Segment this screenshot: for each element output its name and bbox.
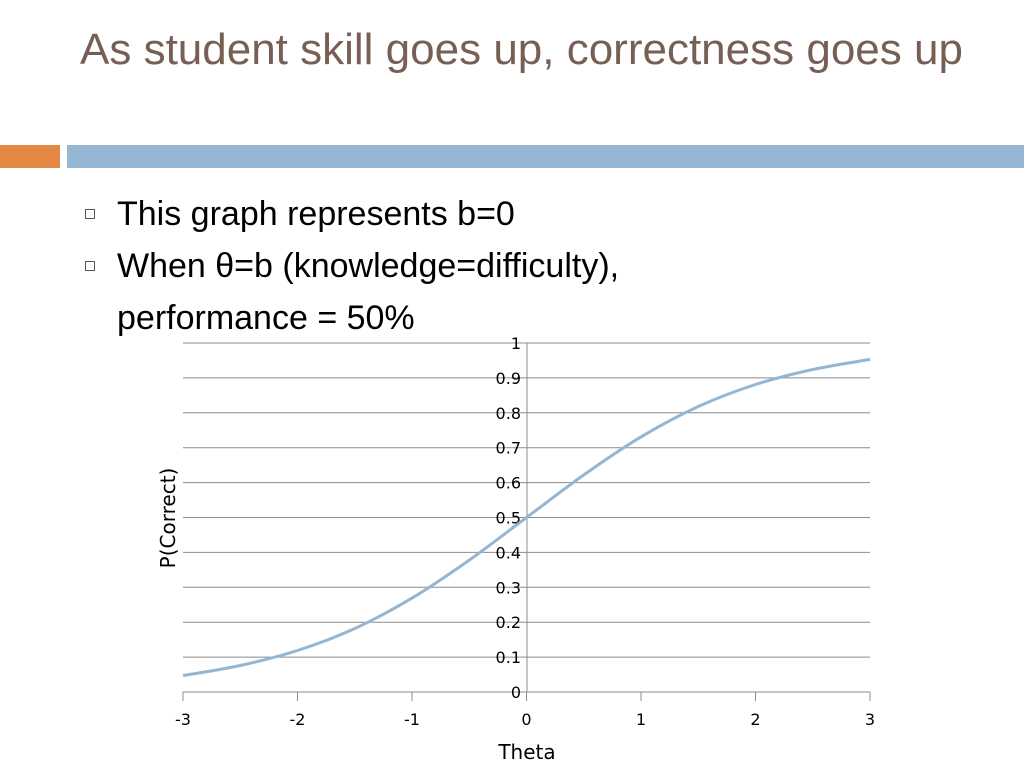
accent-bar-blue	[67, 145, 1024, 168]
x-tick-labels: -3 -2 -1 0 1 2 3	[175, 710, 875, 729]
bullet-list: This graph represents b=0 When θ=b (know…	[80, 188, 780, 344]
bullet-square-icon	[85, 261, 95, 271]
y-tick-label-8: 0.8	[496, 404, 521, 423]
x-tick-label-2: -1	[404, 710, 420, 729]
y-tick-label-2: 0.2	[496, 613, 521, 632]
x-tick-label-3: 0	[521, 710, 531, 729]
bullet-square-icon	[85, 209, 95, 219]
bullet-text: When θ=b (knowledge=difficulty), perform…	[117, 247, 620, 337]
y-axis-label: P(Correct)	[156, 468, 180, 569]
slide-title: As student skill goes up, correctness go…	[80, 25, 963, 74]
y-tick-label-6: 0.6	[496, 474, 521, 493]
y-tick-label-1: 0.1	[496, 648, 521, 667]
y-tick-label-9: 0.9	[496, 369, 521, 388]
y-tick-labels: 0 0.1 0.2 0.3 0.4 0.5 0.6 0.7 0.8 0.9 1	[496, 334, 521, 702]
x-tick-label-6: 3	[865, 710, 875, 729]
series-line-0	[182, 357, 871, 678]
x-tick-label-1: -2	[290, 710, 306, 729]
bullet-item: This graph represents b=0	[80, 188, 780, 240]
y-tick-label-0: 0	[511, 683, 521, 702]
x-tick-label-4: 1	[636, 710, 646, 729]
bullet-item: When θ=b (knowledge=difficulty), perform…	[80, 240, 780, 344]
bullet-text: This graph represents b=0	[117, 195, 515, 233]
y-tick-label-5: 0.5	[496, 509, 521, 528]
x-axis-label: Theta	[497, 740, 555, 764]
accent-bar-orange	[0, 145, 60, 168]
y-tick-label-10: 1	[511, 334, 521, 353]
y-tick-label-3: 0.3	[496, 578, 521, 597]
y-tick-label-4: 0.4	[496, 543, 521, 562]
series-group	[182, 357, 871, 678]
y-tick-label-7: 0.7	[496, 439, 521, 458]
x-tick-label-5: 2	[750, 710, 760, 729]
axes	[182, 343, 871, 701]
x-tick-label-0: -3	[175, 710, 191, 729]
